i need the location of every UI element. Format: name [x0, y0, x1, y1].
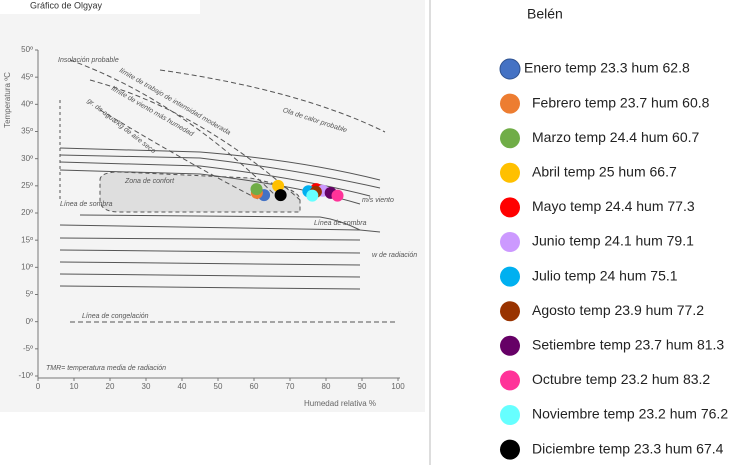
legend-marker	[500, 232, 520, 252]
chart-title: Gráfico de Olgyay	[30, 0, 103, 10]
y-tick-label: 25º	[21, 181, 33, 190]
x-tick-label: 100	[391, 382, 405, 391]
y-axis-label: Temperatura ºC	[3, 72, 12, 128]
x-tick-label: 50	[214, 382, 223, 391]
annotation: Zona de confort	[124, 178, 175, 185]
y-tick-label: 10º	[21, 262, 33, 271]
annotation: Línea de sombra	[60, 201, 113, 208]
legend-label: Marzo temp 24.4 hum 60.7	[532, 129, 700, 145]
y-tick-label: -5º	[23, 344, 33, 353]
annotation: TMR= temperatura media de radiación	[46, 365, 166, 372]
legend-label: Febrero temp 23.7 hum 60.8	[532, 94, 710, 110]
legend-marker	[500, 335, 520, 356]
legend-marker	[500, 370, 520, 391]
y-tick-label: 40º	[21, 99, 33, 108]
legend-label: Julio temp 24 hum 75.1	[532, 267, 678, 283]
legend-title: Belén	[527, 6, 563, 22]
x-tick-label: 70	[286, 382, 295, 391]
legend-label: Mayo temp 24.4 hum 77.3	[532, 198, 695, 214]
legend-label: Setiembre temp 23.7 hum 81.3	[532, 337, 724, 353]
annotation: m/s viento	[362, 197, 394, 204]
x-tick-label: 60	[250, 382, 259, 391]
legend-label: Noviembre temp 23.2 hum 76.2	[532, 406, 728, 422]
legend-marker	[500, 439, 520, 460]
y-tick-label: 20º	[21, 208, 33, 217]
y-tick-label: 0º	[26, 317, 33, 326]
x-tick-label: 30	[142, 382, 151, 391]
legend-marker	[500, 162, 520, 183]
annotation: Línea de sombra	[314, 220, 367, 227]
legend-marker	[500, 405, 520, 425]
y-tick-label: -10º	[19, 371, 34, 380]
x-tick-label: 90	[358, 382, 367, 391]
x-axis-label: Humedad relativa %	[304, 399, 376, 408]
data-point	[274, 189, 287, 202]
x-tick-label: 20	[106, 382, 115, 391]
annotation: Línea de congelación	[82, 313, 149, 320]
data-point	[250, 183, 263, 196]
y-tick-label: 50º	[21, 45, 33, 54]
annotation: w de radiación	[372, 252, 417, 259]
legend-label: Enero temp 23.3 hum 62.8	[524, 60, 690, 76]
data-point	[306, 189, 319, 202]
legend-label: Abril temp 25 hum 66.7	[532, 164, 677, 180]
legend-label: Junio temp 24.1 hum 79.1	[532, 233, 694, 249]
y-tick-label: 5º	[26, 290, 33, 299]
legend-marker	[500, 197, 520, 218]
data-point	[331, 189, 344, 202]
legend-marker	[500, 266, 520, 287]
legend-marker	[500, 301, 520, 322]
title-background	[0, 0, 200, 14]
y-tick-label: 45º	[21, 72, 33, 81]
annotation: Insolación probable	[58, 57, 119, 64]
x-tick-label: 0	[36, 382, 41, 391]
legend-marker	[499, 58, 521, 80]
legend-marker	[500, 128, 520, 149]
x-tick-label: 10	[70, 382, 79, 391]
legend-label: Diciembre temp 23.3 hum 67.4	[532, 440, 724, 456]
chart-curves	[59, 59, 398, 323]
y-tick-label: 35º	[21, 127, 33, 136]
legend-label: Octubre temp 23.2 hum 83.2	[532, 371, 710, 387]
legend-label: Agosto temp 23.9 hum 77.2	[532, 302, 704, 318]
legend-marker	[500, 93, 520, 114]
y-tick-label: 15º	[21, 235, 33, 244]
x-tick-label: 40	[178, 382, 187, 391]
y-tick-label: 30º	[21, 154, 33, 163]
data-point	[272, 179, 285, 192]
x-tick-label: 80	[322, 382, 331, 391]
